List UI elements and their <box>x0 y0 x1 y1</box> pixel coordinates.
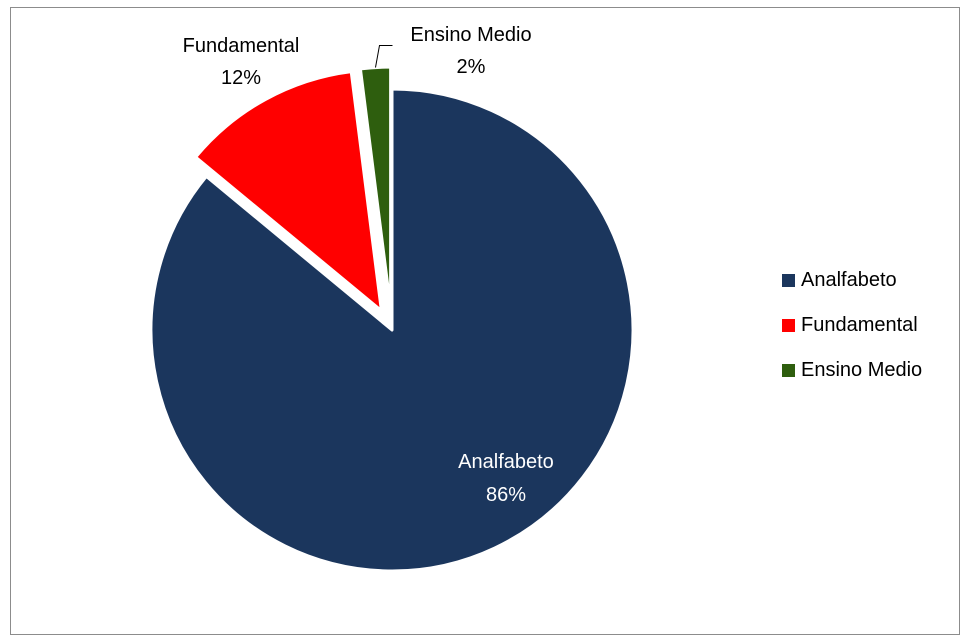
leader-lines <box>374 45 393 68</box>
data-label-analfabeto-pct: 86% <box>486 484 526 506</box>
legend-swatch-fundamental <box>782 319 795 332</box>
data-label-ensino-medio-pct: 2% <box>457 56 486 78</box>
data-labels: Analfabeto 86% Fundamental 12% Ensino Me… <box>183 24 554 506</box>
legend-label-analfabeto: Analfabeto <box>801 269 897 291</box>
legend: Analfabeto Fundamental Ensino Medio <box>782 258 922 393</box>
pie-slice-fundamental <box>194 70 383 313</box>
pie-slices <box>149 65 635 573</box>
legend-item-ensino-medio: Ensino Medio <box>782 348 922 393</box>
pie-slice-analfabeto <box>149 87 635 573</box>
data-label-fundamental-name: Fundamental <box>183 35 300 57</box>
legend-item-fundamental: Fundamental <box>782 303 922 348</box>
legend-item-analfabeto: Analfabeto <box>782 258 922 303</box>
legend-label-fundamental: Fundamental <box>801 314 918 336</box>
leader-line-ensino-medio <box>374 45 393 68</box>
legend-label-ensino-medio: Ensino Medio <box>801 359 923 381</box>
data-label-analfabeto-name: Analfabeto <box>458 451 554 473</box>
data-label-fundamental-pct: 12% <box>221 67 261 89</box>
legend-swatch-analfabeto <box>782 274 795 287</box>
legend-swatch-ensino-medio <box>782 364 795 377</box>
data-label-ensino-medio-name: Ensino Medio <box>410 24 531 46</box>
